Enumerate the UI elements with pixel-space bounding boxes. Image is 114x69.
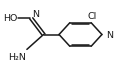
Text: N: N (105, 31, 112, 40)
Text: HO: HO (3, 14, 17, 23)
Text: H₂N: H₂N (8, 53, 26, 62)
Text: N: N (31, 10, 38, 19)
Text: Cl: Cl (87, 12, 96, 21)
